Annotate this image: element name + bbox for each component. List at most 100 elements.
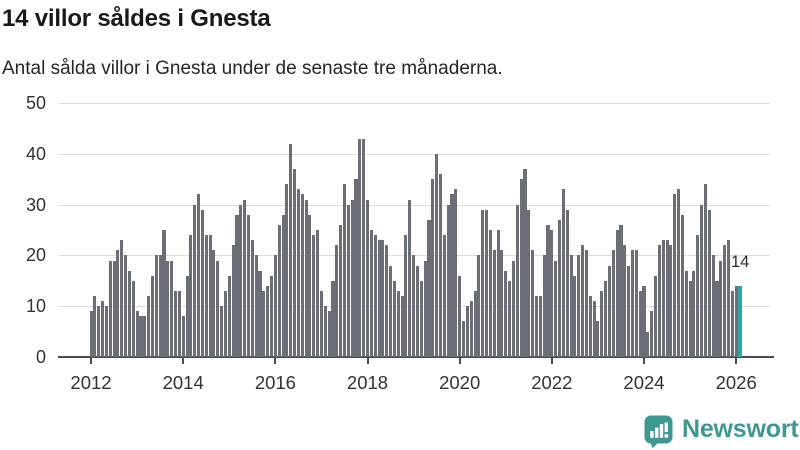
x-tick-label: 2022 xyxy=(531,372,573,393)
bar xyxy=(565,209,569,357)
bar xyxy=(561,189,565,357)
x-tick-label: 2016 xyxy=(254,372,296,393)
bar xyxy=(703,184,707,357)
bar xyxy=(465,306,469,357)
bar xyxy=(208,235,212,357)
bar xyxy=(431,179,435,357)
bar xyxy=(688,280,692,357)
bar xyxy=(254,255,258,357)
bar xyxy=(519,179,523,357)
bar xyxy=(419,280,423,357)
bar xyxy=(615,230,619,357)
bar xyxy=(515,204,519,357)
bar xyxy=(269,275,274,357)
bar xyxy=(458,275,462,357)
x-tick-label: 2024 xyxy=(623,372,665,393)
bar xyxy=(485,209,489,357)
bar xyxy=(715,280,719,357)
bar xyxy=(385,245,389,357)
bar xyxy=(423,260,427,357)
bar xyxy=(573,275,577,357)
bar xyxy=(300,194,304,357)
bar xyxy=(101,301,105,357)
bar xyxy=(193,204,197,357)
bar xyxy=(696,235,700,357)
bar xyxy=(262,291,266,357)
bar xyxy=(246,214,251,357)
bar xyxy=(711,255,715,357)
bar xyxy=(554,260,558,357)
x-axis-tick xyxy=(182,358,185,364)
bar xyxy=(189,235,193,357)
newsworthy-logo: Newsworthy xyxy=(644,415,800,449)
x-axis-tick xyxy=(550,358,553,364)
y-tick-label: 0 xyxy=(35,347,46,367)
bar xyxy=(734,285,738,357)
bar xyxy=(308,214,312,357)
highlighted-bar xyxy=(738,285,742,357)
bar xyxy=(500,250,504,357)
bar xyxy=(726,240,731,357)
chart-title: 14 villor såldes i Gnesta xyxy=(2,5,271,32)
bar xyxy=(342,184,347,357)
bar xyxy=(212,250,216,357)
bar xyxy=(197,194,201,357)
bar xyxy=(304,199,308,357)
bar xyxy=(442,235,446,357)
bar xyxy=(312,235,316,357)
bar xyxy=(120,240,124,357)
bar xyxy=(316,230,320,357)
bar xyxy=(604,280,608,357)
x-tick-label: 2026 xyxy=(715,372,757,393)
y-tick-label: 50 xyxy=(25,93,46,113)
bar xyxy=(600,291,604,357)
bar xyxy=(638,291,642,357)
bar xyxy=(354,179,358,357)
bar xyxy=(653,275,658,357)
bar xyxy=(185,275,189,357)
bar xyxy=(158,255,162,357)
x-axis-line xyxy=(58,356,774,358)
bar xyxy=(588,296,592,357)
bar xyxy=(116,250,120,357)
bar xyxy=(150,275,155,357)
bar xyxy=(104,306,108,357)
bar xyxy=(492,250,496,357)
bar xyxy=(220,306,224,357)
bar xyxy=(415,265,419,357)
bar xyxy=(496,230,500,357)
bar xyxy=(277,224,281,357)
bar xyxy=(684,270,688,357)
y-tick-label: 20 xyxy=(25,245,46,265)
bar xyxy=(527,209,531,357)
x-axis-tick xyxy=(366,358,369,364)
bar xyxy=(719,260,723,357)
bar xyxy=(657,245,661,357)
bar xyxy=(623,245,627,357)
bar xyxy=(327,311,331,357)
bar xyxy=(373,235,377,357)
bar xyxy=(730,291,734,357)
bar xyxy=(473,291,477,357)
bar xyxy=(461,321,466,357)
bar xyxy=(323,306,327,357)
bar xyxy=(642,285,646,357)
newsworthy-wordmark: Newsworthy xyxy=(682,414,800,443)
chart-subtitle: Antal sålda villor i Gnesta under de sen… xyxy=(2,58,503,79)
bar xyxy=(546,224,550,357)
bar xyxy=(511,260,515,357)
last-value-label: 14 xyxy=(731,253,750,271)
y-tick-label: 40 xyxy=(25,144,46,164)
bar xyxy=(450,194,454,357)
bar xyxy=(131,280,135,357)
bar xyxy=(289,143,293,357)
x-tick-label: 2014 xyxy=(162,372,204,393)
bar xyxy=(607,265,611,357)
bar xyxy=(170,260,174,357)
y-tick-label: 30 xyxy=(25,195,46,215)
bar xyxy=(542,255,546,357)
bar xyxy=(404,235,408,357)
bar xyxy=(692,270,696,357)
